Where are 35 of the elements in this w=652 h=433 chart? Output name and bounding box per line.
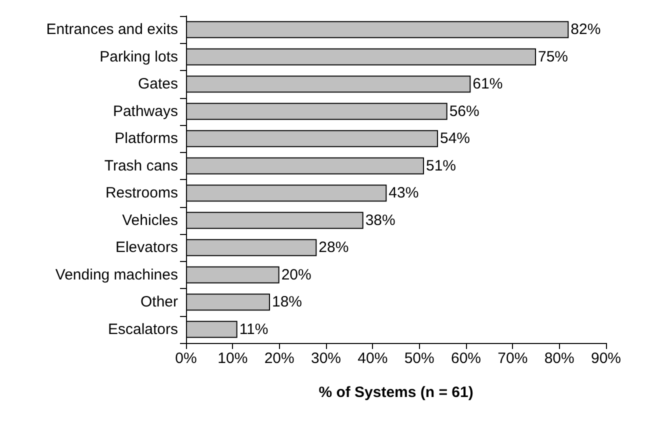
x-tick-label: 80% [544,350,574,367]
data-label: 56% [449,102,480,120]
x-tick-label: 30% [310,350,342,367]
data-label: 43% [388,184,419,202]
y-tick-label: Parking lots [100,48,178,66]
x-tick-label: 60% [450,350,482,367]
y-tick-label: Elevators [115,239,178,256]
data-label: 38% [365,212,396,229]
y-tick-label: Restrooms [105,184,178,202]
y-tick-label: Other [140,294,178,311]
x-tick-label: 50% [404,350,434,367]
data-label: 75% [538,48,568,66]
x-tick-label: 10% [218,350,248,367]
x-tick-label: 0% [175,350,197,367]
y-tick-label: Pathways [112,102,178,120]
data-label: 18% [272,294,302,311]
y-tick-label: Escalators [108,320,178,338]
data-label: 54% [440,130,470,148]
x-tick-label: 70% [498,350,528,367]
data-label: 61% [472,76,503,93]
data-label: 28% [318,239,349,256]
x-tick-label: 40% [358,350,388,367]
y-tick-label: Vehicles [122,212,178,229]
y-tick-label: Trash cans [104,157,178,174]
data-label: 51% [426,157,456,174]
data-label: 20% [281,266,312,284]
x-axis-title: % of Systems (n = 61) [318,384,474,401]
data-label: 82% [570,21,601,38]
data-label: 11% [239,320,268,338]
x-tick-label: 20% [264,350,294,367]
y-tick-label: Vending machines [55,266,178,284]
y-tick-label: Entrances and exits [46,21,178,38]
x-tick-label: 90% [590,350,622,367]
y-tick-label: Platforms [114,130,178,148]
y-tick-label: Gates [138,76,178,93]
